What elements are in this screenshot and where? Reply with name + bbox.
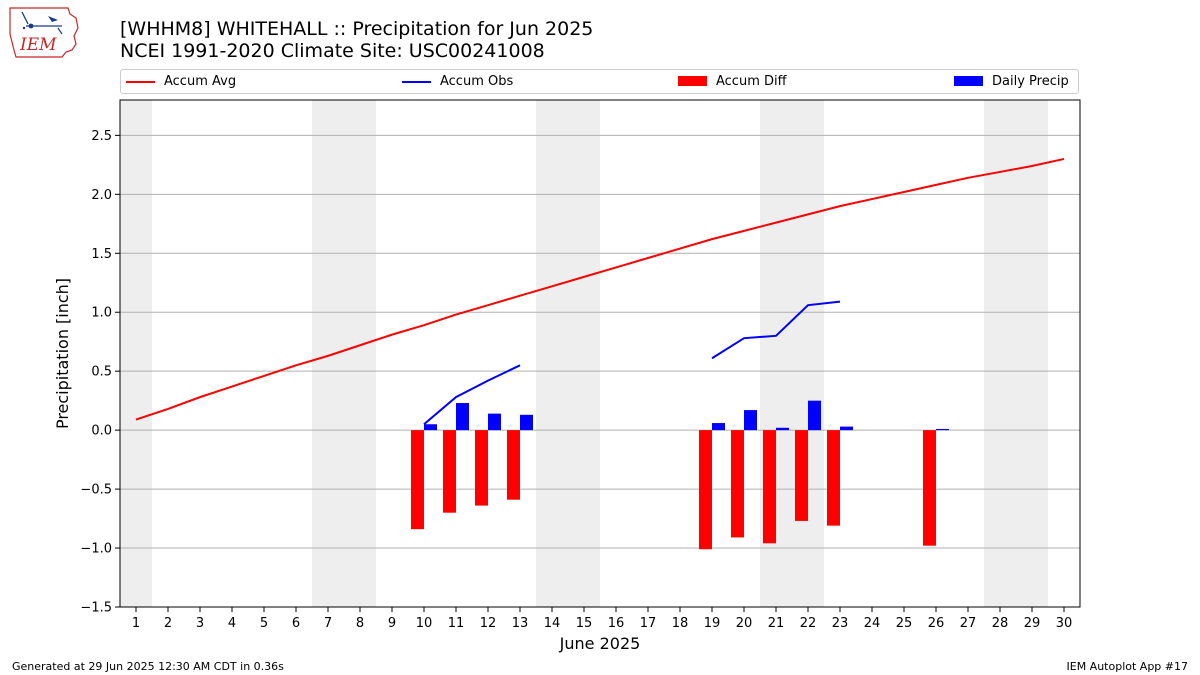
footer-app-id: IEM Autoplot App #17 bbox=[1066, 660, 1189, 673]
chart-subtitle: NCEI 1991-2020 Climate Site: USC00241008 bbox=[120, 40, 545, 62]
x-tick-label: 12 bbox=[480, 616, 497, 631]
y-tick-label: 1.5 bbox=[91, 247, 112, 262]
bar-accum-diff-day-12 bbox=[475, 430, 488, 506]
legend-label-accum-avg: Accum Avg bbox=[164, 74, 237, 89]
line-accum-avg bbox=[135, 157, 1065, 421]
weekend-shade-15 bbox=[568, 100, 600, 607]
x-tick-label: 9 bbox=[388, 616, 396, 631]
x-tick-label: 13 bbox=[512, 616, 529, 631]
x-tick-label: 24 bbox=[864, 616, 881, 631]
bar-accum-diff-day-23 bbox=[827, 430, 840, 526]
weekend-shade-14 bbox=[536, 100, 568, 607]
bar-daily-precip-day-10 bbox=[424, 424, 437, 431]
x-tick-label: 3 bbox=[196, 616, 204, 631]
bar-accum-diff-day-26 bbox=[923, 430, 936, 546]
x-tick-label: 16 bbox=[608, 616, 625, 631]
legend-label-daily-precip: Daily Precip bbox=[992, 74, 1069, 89]
legend-swatch-daily-precip bbox=[954, 76, 983, 86]
line-accum-obs-segment-1 bbox=[423, 364, 521, 426]
x-tick-label: 25 bbox=[896, 616, 913, 631]
y-tick-label: 2.0 bbox=[91, 188, 112, 203]
line-accum-obs-segment-2 bbox=[711, 300, 841, 360]
legend-swatch-accum-obs bbox=[402, 81, 431, 83]
legend-swatch-accum-avg bbox=[126, 81, 155, 83]
bar-daily-precip-day-26 bbox=[936, 428, 949, 431]
weekend-shade-22 bbox=[792, 100, 824, 607]
weekend-shade-8 bbox=[344, 100, 376, 607]
weekend-shade-29 bbox=[1016, 100, 1048, 607]
x-tick-label: 17 bbox=[640, 616, 657, 631]
x-tick-label: 23 bbox=[832, 616, 849, 631]
x-tick-label: 30 bbox=[1056, 616, 1073, 631]
x-tick-label: 11 bbox=[448, 616, 465, 631]
x-tick-label: 21 bbox=[768, 616, 785, 631]
logo-text: IEM bbox=[19, 35, 57, 55]
y-tick-label: −0.5 bbox=[80, 483, 112, 498]
x-tick-label: 8 bbox=[356, 616, 364, 631]
iem-logo: IEM bbox=[9, 7, 79, 58]
legend-swatch-accum-diff bbox=[678, 76, 707, 86]
weekend-shade-28 bbox=[984, 100, 1016, 607]
y-tick-label: 0.0 bbox=[91, 424, 112, 439]
x-tick-label: 20 bbox=[736, 616, 753, 631]
x-tick-label: 5 bbox=[260, 616, 268, 631]
x-tick-label: 18 bbox=[672, 616, 689, 631]
y-tick-label: 2.5 bbox=[91, 129, 112, 144]
x-tick-label: 26 bbox=[928, 616, 945, 631]
y-tick-label: 0.5 bbox=[91, 365, 112, 380]
bar-daily-precip-day-12 bbox=[488, 413, 501, 431]
bar-daily-precip-day-20 bbox=[744, 410, 757, 431]
chart-title: [WHHM8] WHITEHALL :: Precipitation for J… bbox=[120, 18, 594, 40]
bar-daily-precip-day-22 bbox=[808, 400, 821, 431]
bar-accum-diff-day-21 bbox=[763, 430, 776, 544]
bar-daily-precip-day-13 bbox=[520, 414, 533, 431]
bar-accum-diff-day-19 bbox=[699, 430, 712, 550]
x-tick-label: 4 bbox=[228, 616, 236, 631]
y-tick-label: 1.0 bbox=[91, 306, 112, 321]
legend-label-accum-obs: Accum Obs bbox=[440, 74, 514, 89]
y-tick-label: −1.5 bbox=[80, 601, 112, 616]
bar-daily-precip-day-11 bbox=[456, 403, 469, 431]
x-tick-label: 14 bbox=[544, 616, 561, 631]
bar-accum-diff-day-20 bbox=[731, 430, 744, 538]
weekend-shade-7 bbox=[312, 100, 344, 607]
footer-generated-note: Generated at 29 Jun 2025 12:30 AM CDT in… bbox=[12, 660, 284, 673]
x-tick-label: 22 bbox=[800, 616, 817, 631]
bar-daily-precip-day-19 bbox=[712, 423, 725, 431]
bar-accum-diff-day-11 bbox=[443, 430, 456, 513]
x-tick-label: 19 bbox=[704, 616, 721, 631]
y-tick-label: −1.0 bbox=[80, 542, 112, 557]
bar-daily-precip-day-23 bbox=[840, 426, 853, 431]
y-axis-label: Precipitation [inch] bbox=[53, 278, 72, 429]
bar-accum-diff-day-10 bbox=[411, 430, 424, 530]
x-tick-label: 2 bbox=[164, 616, 172, 631]
plot-frame bbox=[119, 99, 1081, 608]
weekend-shade-1 bbox=[120, 100, 152, 607]
x-tick-label: 27 bbox=[960, 616, 977, 631]
x-tick-label: 7 bbox=[324, 616, 332, 631]
x-tick-label: 1 bbox=[132, 616, 140, 631]
x-tick-label: 10 bbox=[416, 616, 433, 631]
x-tick-label: 15 bbox=[576, 616, 593, 631]
x-tick-label: 6 bbox=[292, 616, 300, 631]
bar-accum-diff-day-22 bbox=[795, 430, 808, 521]
chart-legend: Accum Avg Accum Obs Accum Diff Daily Pre… bbox=[120, 69, 1079, 94]
legend-label-accum-diff: Accum Diff bbox=[716, 74, 787, 89]
x-tick-label: 28 bbox=[992, 616, 1009, 631]
x-tick-label: 29 bbox=[1024, 616, 1041, 631]
bar-daily-precip-day-21 bbox=[776, 427, 789, 431]
bar-accum-diff-day-13 bbox=[507, 430, 520, 500]
x-axis-label: June 2025 bbox=[559, 634, 641, 653]
